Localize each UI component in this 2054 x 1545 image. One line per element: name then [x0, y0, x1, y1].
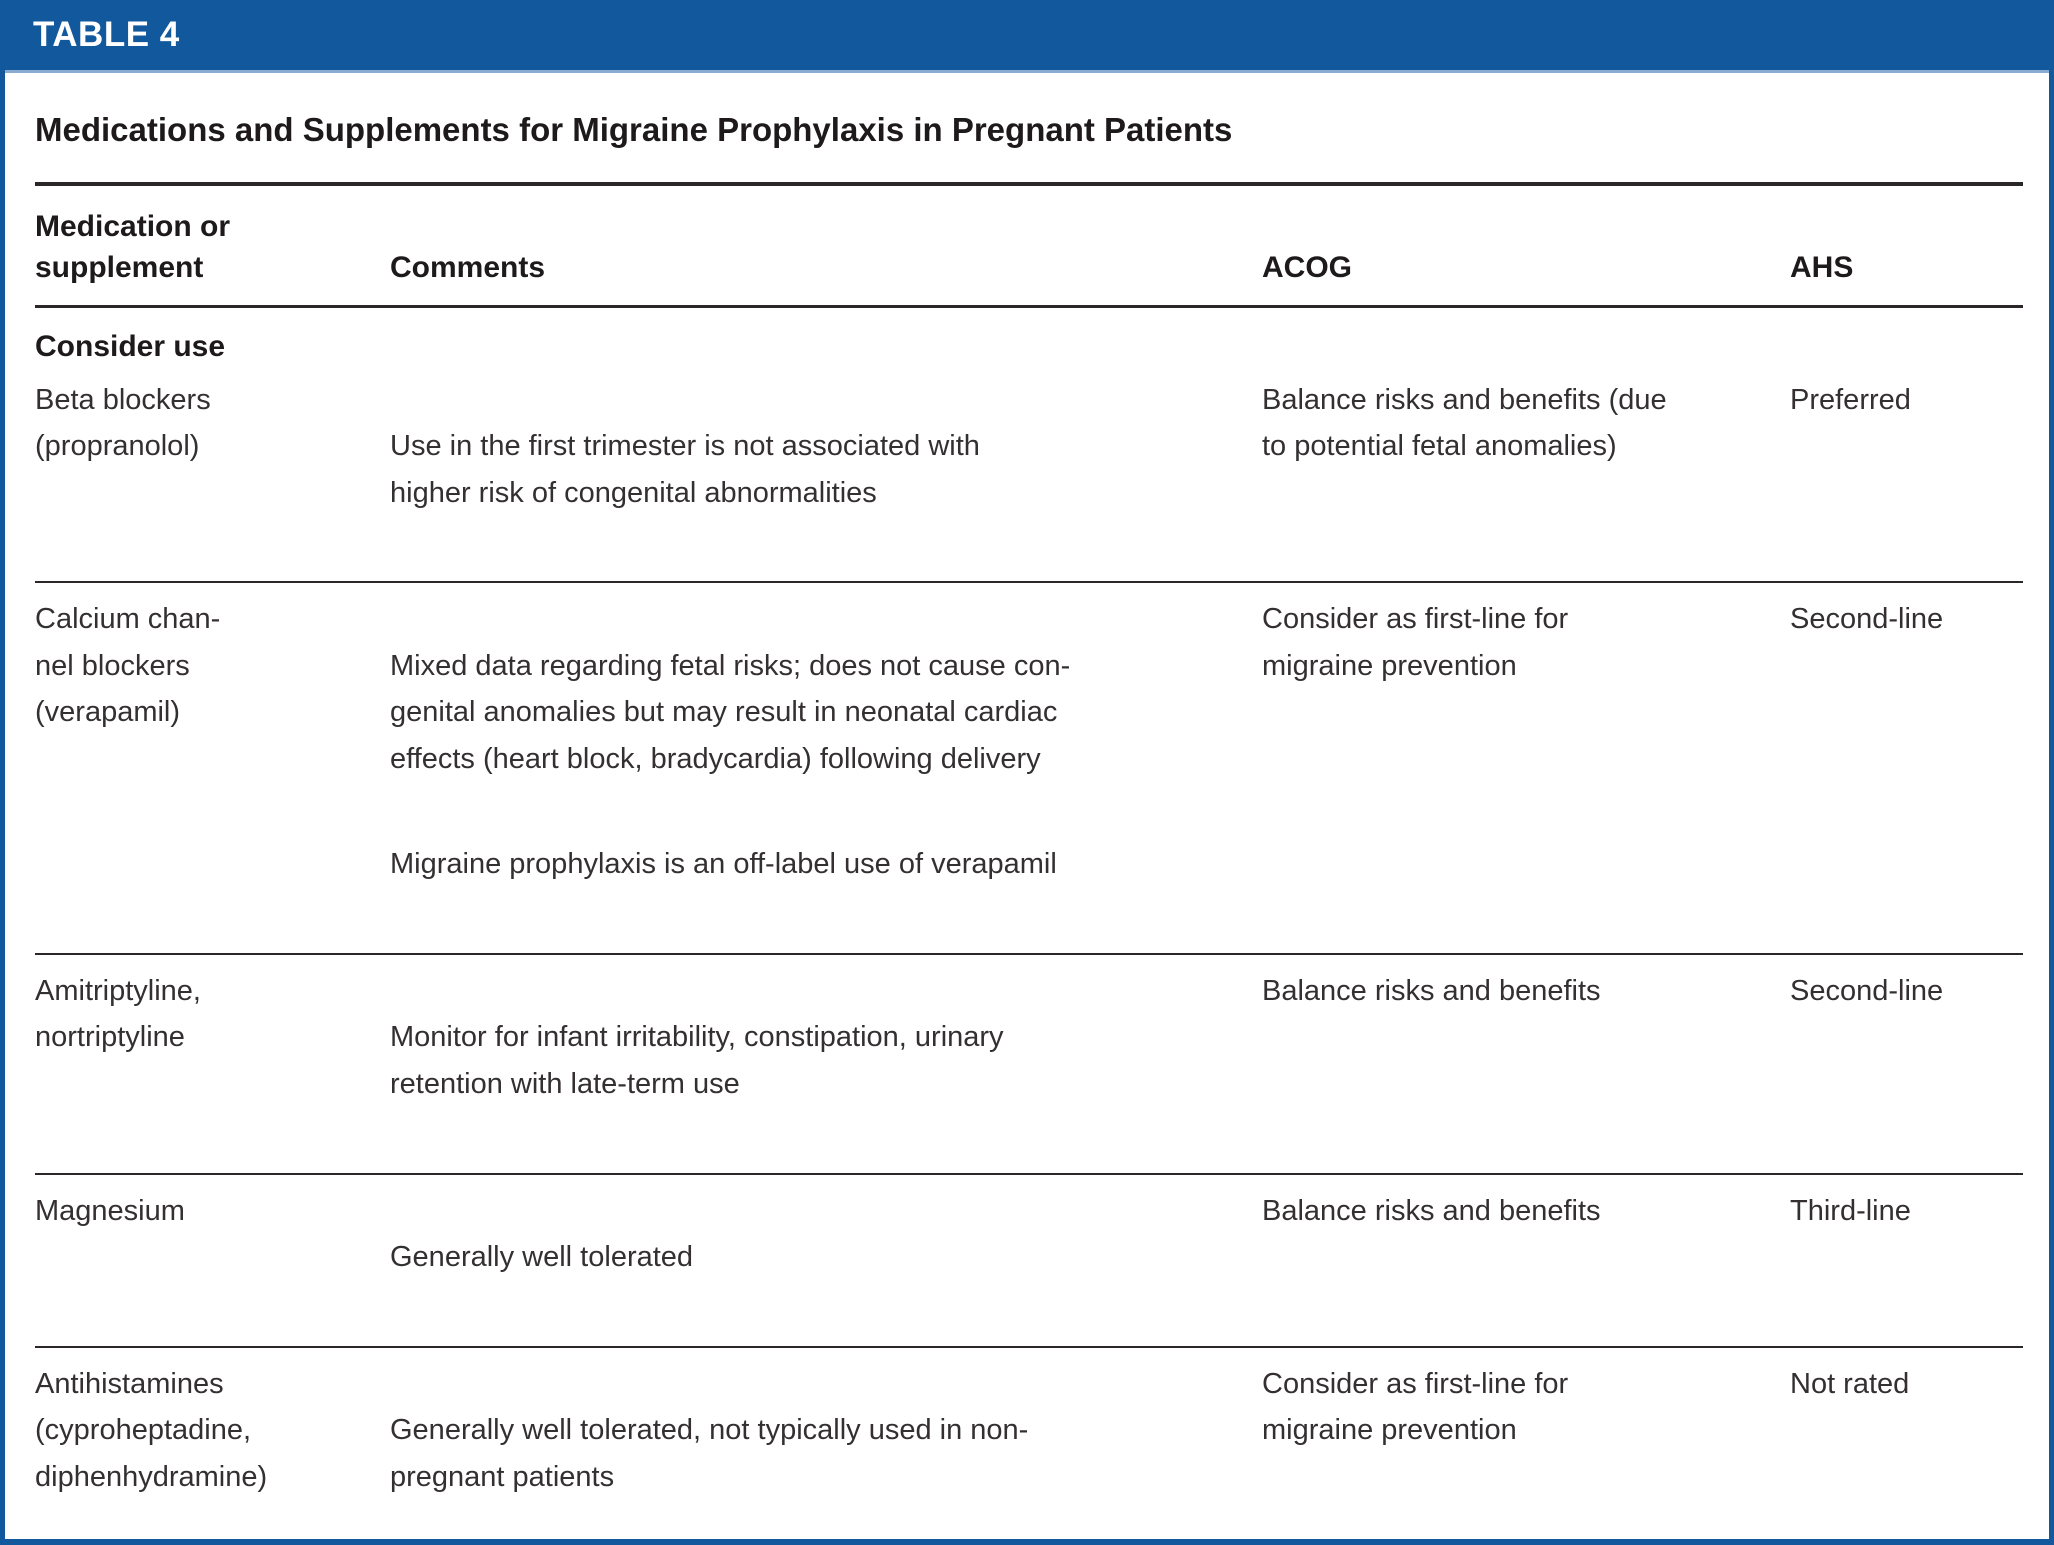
column-header-ahs: AHS — [1790, 251, 1854, 285]
comment-paragraph: Generally well tolerated, not typically … — [390, 1414, 1029, 1493]
table-row-antihistamines: Antihistamines (cyproheptadine, diphenhy… — [35, 1348, 2023, 1539]
table-body: Medications and Supplements for Migraine… — [5, 70, 2049, 1539]
ahs-cell: Second-line — [1790, 975, 1944, 1008]
column-header-comments: Comments — [390, 251, 546, 285]
comments-cell: Generally well tolerated, not typically … — [390, 1361, 1262, 1539]
table-row-calcium-channel-blockers: Calcium chan- nel blockers (verapamil) M… — [35, 583, 2023, 956]
acog-cell: Balance risks and benefits (due to poten… — [1262, 383, 1667, 463]
acog-cell: Consider as first-line for migraine prev… — [1262, 1367, 1569, 1447]
ahs-cell: Third-line — [1790, 1194, 1911, 1227]
column-header-medication: Medication or supplement — [35, 210, 231, 285]
column-header-row: Medication or supplement Comments ACOG A… — [35, 182, 2023, 308]
table-row-magnesium: Magnesium Generally well tolerated Balan… — [35, 1175, 2023, 1348]
comment-paragraph: Mixed data regarding fetal risks; does n… — [390, 649, 1071, 775]
medication-cell: Amitriptyline, nortriptyline — [35, 975, 201, 1054]
acog-cell: Consider as first-line for migraine prev… — [1262, 603, 1569, 682]
comment-paragraph: Monitor for infant irritability, constip… — [390, 1021, 1004, 1100]
medication-cell: Beta blockers (propranolol) — [35, 383, 211, 463]
comments-cell: Generally well tolerated — [390, 1188, 1262, 1327]
comments-cell: Use in the first trimester is not associ… — [390, 377, 1262, 563]
acog-cell: Balance risks and benefits — [1262, 975, 1601, 1008]
ahs-cell: Second-line — [1790, 603, 1944, 636]
section-label-consider-use: Consider use — [35, 329, 226, 363]
column-header-acog: ACOG — [1262, 251, 1352, 285]
table-title: Medications and Supplements for Migraine… — [35, 111, 1233, 148]
ahs-cell: Preferred — [1790, 383, 1911, 416]
table-row-beta-blockers: Beta blockers (propranolol) Use in the f… — [35, 364, 2023, 584]
medication-cell: Magnesium — [35, 1194, 185, 1227]
acog-cell: Balance risks and benefits — [1262, 1194, 1601, 1227]
table-row-amitriptyline: Amitriptyline, nortriptyline Monitor for… — [35, 955, 2023, 1175]
medication-cell: Calcium chan- nel blockers (verapamil) — [35, 603, 221, 729]
table-number-banner: TABLE 4 — [0, 0, 2054, 70]
medication-cell: Antihistamines (cyproheptadine, diphenhy… — [35, 1367, 268, 1493]
comment-paragraph: Generally well tolerated — [390, 1241, 694, 1274]
comment-paragraph: Migraine prophylaxis is an off-label use… — [390, 848, 1057, 881]
ahs-cell: Not rated — [1790, 1367, 1910, 1400]
table-number-label: TABLE 4 — [33, 15, 180, 54]
comments-cell: Mixed data regarding fetal risks; does n… — [390, 596, 1262, 934]
comments-cell: Monitor for infant irritability, constip… — [390, 968, 1262, 1154]
comment-paragraph: Use in the first trimester is not associ… — [390, 430, 980, 509]
